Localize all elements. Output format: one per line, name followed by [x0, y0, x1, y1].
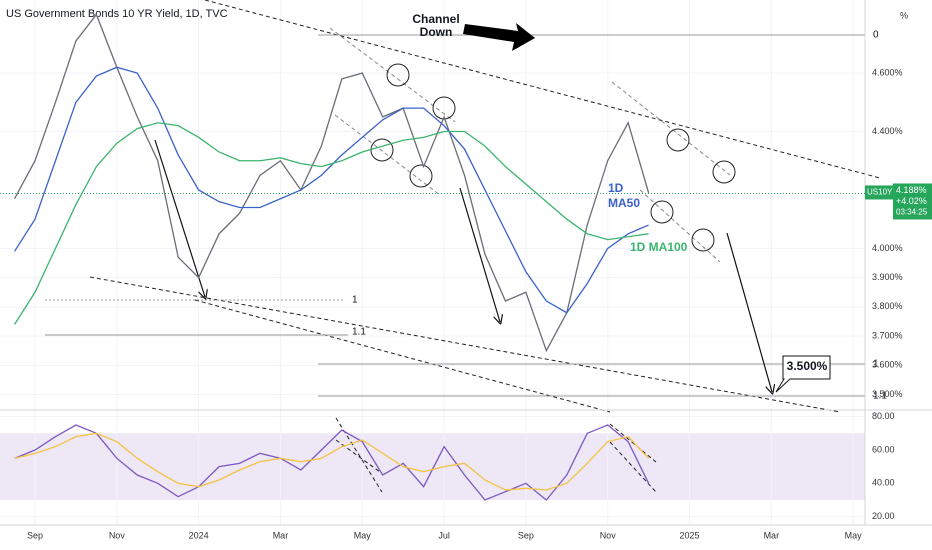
- x-tick-label: May: [845, 530, 863, 540]
- level-label: 1: [873, 359, 879, 370]
- arrows: [154, 139, 772, 392]
- last-change: +4.02%: [896, 196, 927, 206]
- y-tick-label: 60.00: [872, 444, 895, 454]
- header-title: US Government Bonds 10 YR Yield, 1D, TVC: [6, 8, 228, 20]
- y-tick-label: 4.600%: [872, 67, 903, 77]
- x-tick-label: Jul: [438, 530, 450, 540]
- annotation: MA50: [608, 196, 640, 210]
- axis-unit: %: [900, 10, 908, 20]
- annotation: 1D: [608, 181, 624, 195]
- x-tick-label: 2024: [189, 530, 209, 540]
- annotation: Channel: [412, 12, 459, 26]
- x-tick-label: Nov: [600, 530, 617, 540]
- y-tick-label: 4.000%: [872, 243, 903, 253]
- annotation: 3.500%: [787, 359, 828, 373]
- y-tick-label: 80.00: [872, 411, 895, 421]
- series-line: [14, 66, 649, 314]
- x-tick-label: Nov: [109, 530, 126, 540]
- last-countdown: 03:34:25: [896, 208, 928, 217]
- x-tick-label: Sep: [518, 530, 534, 540]
- y-tick-label: 20.00: [872, 511, 895, 521]
- x-tick-label: Mar: [273, 530, 289, 540]
- level-label: 0: [873, 30, 879, 41]
- series-line: [14, 122, 649, 325]
- y-tick-label: 4.400%: [872, 126, 903, 136]
- series-line: [13, 13, 650, 353]
- annotation: 1D MA100: [630, 240, 688, 254]
- y-tick-label: 3.900%: [872, 272, 903, 282]
- level-label: 1.1: [873, 391, 887, 402]
- series-line: [14, 432, 650, 491]
- level-label: 1: [352, 295, 358, 306]
- y-tick-label: 3.800%: [872, 301, 903, 311]
- big-arrow: [463, 23, 535, 51]
- rsi-band: [0, 433, 865, 500]
- last-price: 4.188%: [896, 185, 927, 195]
- annotation: Down: [420, 25, 453, 39]
- y-tick-label: 3.700%: [872, 330, 903, 340]
- series-line: [14, 424, 650, 501]
- last-price-box: [893, 183, 932, 220]
- last-symbol: US10Y: [867, 188, 893, 197]
- y-tick-label: 40.00: [872, 478, 895, 488]
- x-tick-label: Mar: [764, 530, 780, 540]
- y-tick-label: 3.600%: [872, 360, 903, 370]
- fib-levels: [45, 34, 865, 397]
- y-tick-label: 3.500%: [872, 389, 903, 399]
- x-tick-label: May: [354, 530, 372, 540]
- level-label: 1.1: [352, 327, 366, 338]
- target-box: [775, 355, 831, 393]
- circles: [370, 63, 736, 252]
- x-tick-label: 2025: [679, 530, 699, 540]
- last-symbol-box: [865, 185, 893, 200]
- x-tick-label: Sep: [27, 530, 43, 540]
